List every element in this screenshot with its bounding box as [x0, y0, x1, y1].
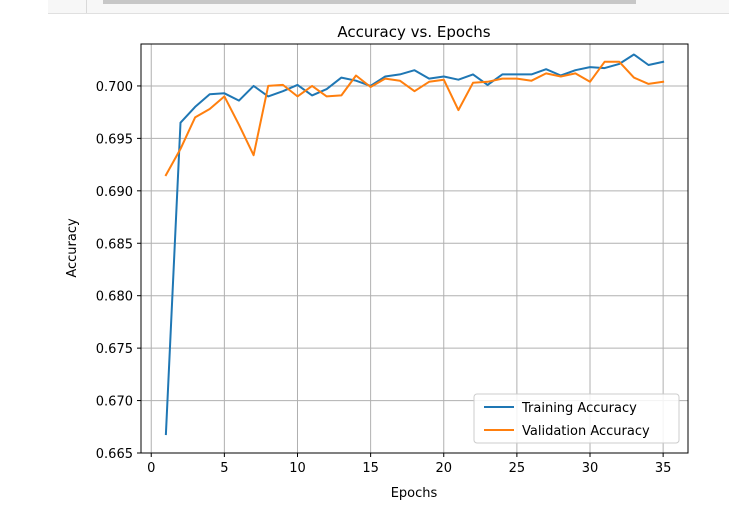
grid-lines: [141, 44, 688, 454]
x-tick-label: 10: [289, 461, 306, 476]
series-line-training: [164, 53, 665, 436]
x-axis-label: Epochs: [391, 486, 438, 501]
legend-label-validation: Validation Accuracy: [522, 424, 650, 439]
legend-box: [473, 393, 680, 444]
y-tick-label: 0.675: [96, 342, 133, 357]
y-tick-label: 0.685: [96, 237, 133, 252]
x-tick-label: 35: [655, 461, 672, 476]
y-axis-ticks: 0.665 0.670 0.675 0.680 0.685 0.690 0.695 0.700: [96, 80, 141, 462]
x-tick-label: 5: [220, 461, 228, 476]
x-tick-label: 30: [582, 461, 599, 476]
y-tick-label: 0.700: [96, 80, 133, 95]
y-tick-label: 0.695: [96, 132, 133, 147]
chart-title: Accuracy vs. Epochs: [337, 23, 490, 41]
plot-frame: [140, 43, 689, 454]
x-axis-ticks: 0 5 10 15 20 25 30 35: [147, 453, 671, 476]
series-line-validation: [164, 60, 665, 177]
x-tick-label: 20: [435, 461, 452, 476]
legend: Training Accuracy Validation Accuracy: [473, 393, 680, 444]
series-lines: [164, 53, 665, 436]
y-tick-label: 0.670: [96, 395, 133, 410]
legend-label-training: Training Accuracy: [521, 401, 637, 416]
y-tick-label: 0.665: [96, 447, 133, 462]
y-tick-label: 0.690: [96, 185, 133, 200]
horizontal-scrollbar[interactable]: [103, 0, 636, 4]
cell-gutter: [86, 0, 87, 13]
x-tick-label: 0: [147, 461, 155, 476]
y-axis-label: Accuracy: [65, 218, 80, 278]
y-tick-label: 0.680: [96, 290, 133, 305]
notebook-cell-top: [0, 0, 729, 14]
x-tick-label: 15: [362, 461, 379, 476]
x-tick-label: 25: [509, 461, 526, 476]
